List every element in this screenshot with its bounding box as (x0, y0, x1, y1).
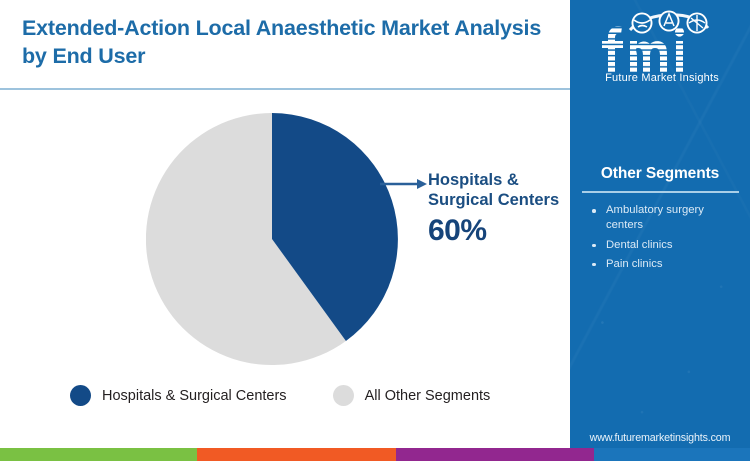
other-segments-title: Other Segments (600, 165, 720, 182)
strip-segment-blue (594, 448, 750, 461)
svg-text:Future Market Insights: Future Market Insights (605, 72, 719, 84)
strip-segment-green (0, 448, 197, 461)
site-url[interactable]: www.futuremarketinsights.com (589, 432, 731, 444)
legend-swatch-icon (70, 385, 91, 406)
legend-item-hospitals: Hospitals & Surgical Centers (70, 385, 287, 406)
list-item: Ambulatory surgery centers (588, 203, 728, 234)
chart-legend: Hospitals & Surgical Centers All Other S… (70, 385, 490, 406)
pie-slice-all-other-segments (146, 113, 346, 365)
fmi-globe-logo[interactable]: Future Market Insights (594, 6, 730, 84)
legend-swatch-icon (332, 385, 354, 406)
chart-area: Hospitals & Surgical Centers 60% Hospita… (0, 90, 570, 430)
sidebar: Future Market Insights Other Segments Am… (570, 0, 750, 448)
legend-item-all-other-segments: All Other Segments (332, 385, 491, 406)
arrow-right-icon (380, 178, 428, 190)
legend-item-label: All Other Segments (364, 387, 491, 404)
other-segments-divider (581, 191, 739, 193)
header-divider (0, 88, 570, 90)
callout-value: 60% (428, 214, 487, 247)
page-title: Extended-Action Local Anaesthetic Market… (22, 16, 542, 69)
list-item: Pain clinics (588, 257, 728, 272)
other-segments-panel: Other Segments Ambulatory surgery center… (570, 165, 750, 276)
list-item: Dental clinics (588, 238, 728, 253)
strip-segment-purple (396, 448, 594, 461)
pie-slice-hospitals-surgical-centers (272, 113, 398, 341)
pie-chart (146, 113, 398, 365)
bottom-color-strip (0, 448, 750, 461)
callout-label: Hospitals & Surgical Centers (428, 171, 560, 210)
sidebar-texture (570, 0, 750, 448)
strip-segment-orange (197, 448, 396, 461)
legend-item-label: Hospitals & Surgical Centers (102, 387, 287, 404)
other-segments-list: Ambulatory surgery centers Dental clinic… (588, 203, 750, 272)
header: Extended-Action Local Anaesthetic Market… (0, 0, 570, 90)
